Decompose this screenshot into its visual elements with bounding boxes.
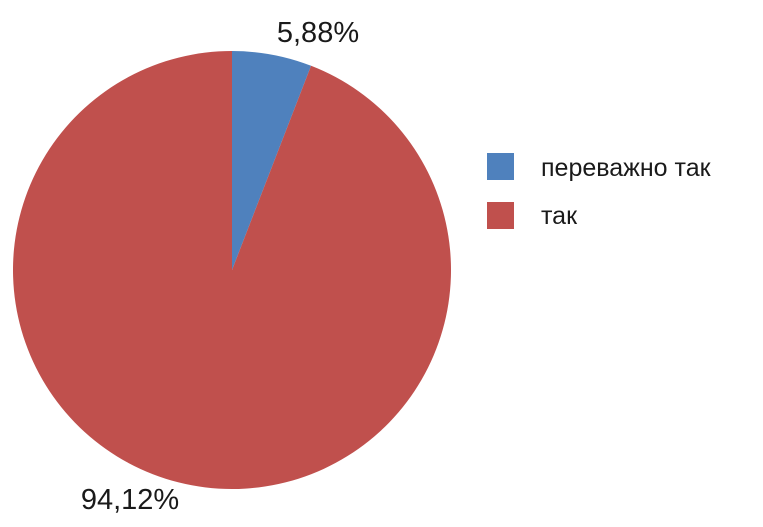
data-label-pereważno-tak: 5,88% — [277, 17, 359, 49]
legend-entry-tak: так — [487, 202, 578, 230]
legend: переважно так так — [487, 153, 712, 230]
pie-slices — [12, 51, 451, 489]
data-label-tak: 94,12% — [81, 484, 179, 516]
legend-swatch-tak — [487, 202, 514, 229]
legend-label-tak: так — [541, 202, 578, 230]
pie-slice-pereważno-tak — [232, 51, 312, 270]
legend-label-pereważno-tak: переважно так — [541, 154, 712, 182]
pie-slice-tak — [12, 51, 451, 489]
legend-entry-pereważno-tak: переважно так — [487, 153, 712, 182]
legend-swatch-pereważno-tak — [487, 153, 514, 180]
